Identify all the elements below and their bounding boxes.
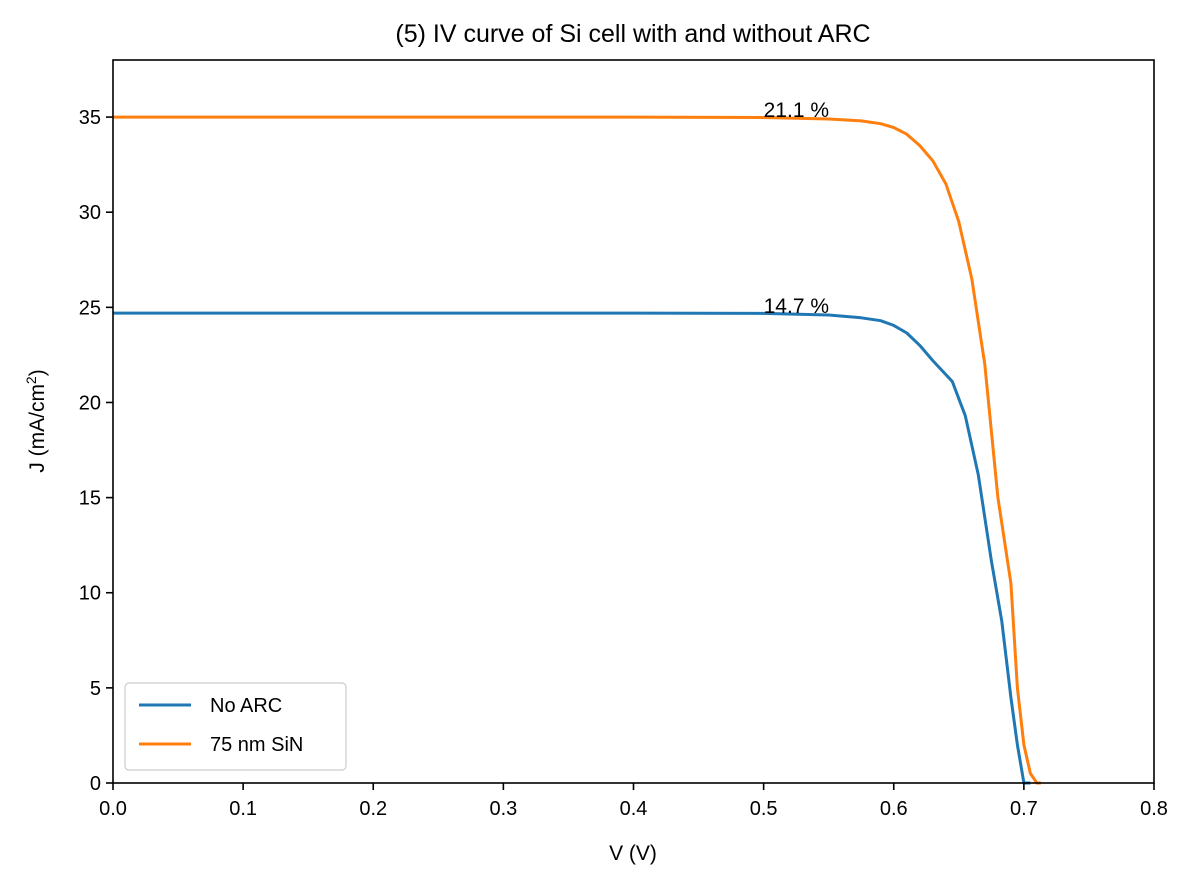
legend-label-75nm-sin: 75 nm SiN (210, 734, 303, 756)
y-axis-title-superscript: 2 (23, 376, 39, 384)
x-tick-label: 0.6 (880, 798, 908, 820)
chart-title: (5) IV curve of Si cell with and without… (395, 20, 870, 48)
legend: No ARC 75 nm SiN (124, 682, 347, 771)
x-axis-title: V (V) (609, 842, 657, 865)
legend-label-no-arc: No ARC (210, 695, 282, 717)
y-tick-label: 0 (90, 773, 101, 795)
y-axis-title: J (mA/cm2) (23, 369, 49, 472)
x-tick-label: 0.5 (750, 798, 778, 820)
x-tick-label: 0.4 (620, 798, 648, 820)
x-tick-label: 0.7 (1010, 798, 1038, 820)
y-tick-label: 5 (90, 678, 101, 700)
y-tick-label: 30 (79, 202, 101, 224)
x-tick-label: 0.0 (99, 798, 127, 820)
efficiency-annotation: 14.7 % (764, 295, 829, 318)
y-tick-label: 25 (79, 297, 101, 319)
x-tick-label: 0.3 (489, 798, 517, 820)
x-tick-label: 0.1 (229, 798, 257, 820)
y-tick-label: 35 (79, 107, 101, 129)
y-tick-label: 20 (79, 392, 101, 414)
y-axis-title-close: ) (26, 369, 49, 376)
plot-area: 0.0 0.1 0.2 0.3 0.4 0.5 0.6 0.7 0.8 0 5 10 15 20 25 30 3… (79, 59, 1168, 820)
x-tick-label: 0.8 (1140, 798, 1168, 820)
x-tick-label: 0.2 (359, 798, 387, 820)
y-tick-label: 15 (79, 488, 101, 510)
y-axis-title-main: J (mA/cm (26, 384, 49, 473)
series-line-75nm-sin (113, 115, 1041, 785)
y-tick-label: 10 (79, 583, 101, 605)
series-line-no-arc (113, 311, 1031, 785)
efficiency-annotation: 21.1 % (764, 99, 829, 122)
